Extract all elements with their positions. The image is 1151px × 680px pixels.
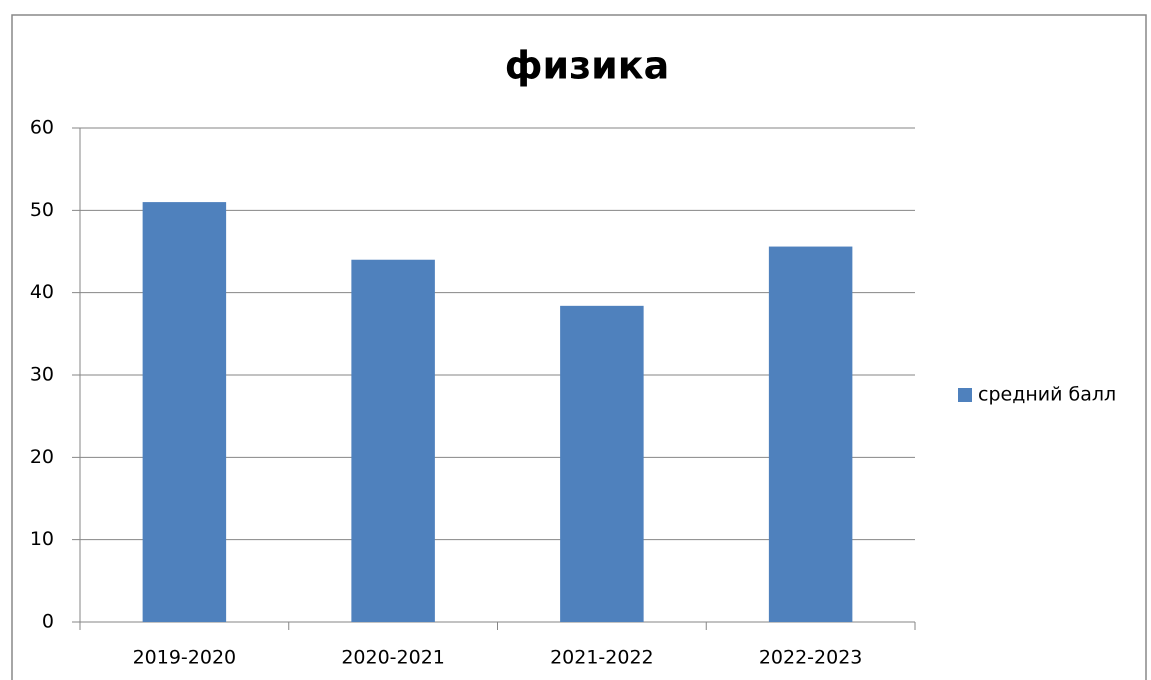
y-tick-label: 50 (30, 199, 54, 221)
bar (768, 246, 853, 622)
y-tick-label: 60 (30, 117, 54, 139)
x-tick-label: 2022-2023 (759, 647, 863, 669)
bar (560, 305, 644, 622)
x-tick-label: 2020-2021 (341, 647, 445, 669)
chart-title: физика (505, 44, 669, 88)
y-tick-label: 20 (30, 446, 54, 468)
y-tick-label: 0 (42, 611, 54, 633)
x-tick-label: 2019-2020 (133, 647, 237, 669)
bar (351, 259, 435, 622)
legend-label: средний балл (978, 384, 1116, 406)
y-tick-label: 30 (30, 364, 54, 386)
legend-swatch (958, 388, 972, 402)
y-tick-label: 10 (30, 528, 54, 550)
bar (142, 202, 227, 622)
x-tick-label: 2021-2022 (550, 647, 654, 669)
y-tick-label: 40 (30, 281, 54, 303)
